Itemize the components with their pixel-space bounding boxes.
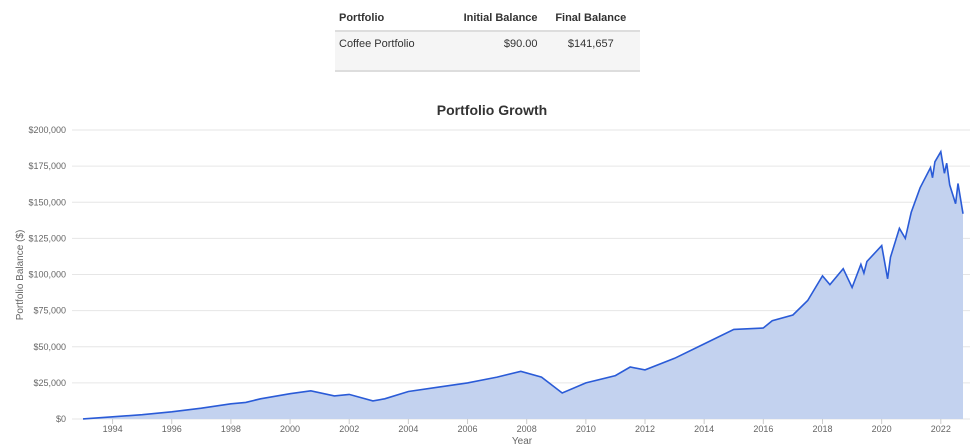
- cell-final-balance: $141,657: [541, 31, 640, 72]
- x-tick-label: 2006: [458, 424, 478, 434]
- x-tick-label: 2002: [339, 424, 359, 434]
- table-row: Coffee Portfolio $90.00 $141,657: [335, 31, 640, 72]
- x-axis-label: Year: [512, 436, 533, 447]
- x-tick-label: 2000: [280, 424, 300, 434]
- cell-portfolio: Coffee Portfolio: [335, 31, 440, 72]
- x-tick-label: 2016: [753, 424, 773, 434]
- x-tick-label: 1994: [103, 424, 123, 434]
- y-tick-label: $100,000: [28, 270, 66, 280]
- x-tick-label: 2008: [517, 424, 537, 434]
- y-tick-label: $200,000: [28, 125, 66, 135]
- y-tick-label: $25,000: [33, 378, 66, 388]
- series-line: [82, 149, 964, 420]
- x-tick-label: 2014: [694, 424, 714, 434]
- series-area: [83, 151, 963, 419]
- header-initial-balance: Initial Balance: [439, 8, 542, 32]
- x-tick-label: 1998: [221, 424, 241, 434]
- table-header-row: Portfolio Initial Balance Final Balance: [335, 8, 640, 32]
- header-portfolio: Portfolio: [335, 8, 440, 32]
- y-tick-label: $50,000: [33, 342, 66, 352]
- x-tick-label: 2018: [812, 424, 832, 434]
- x-tick-label: 2022: [931, 424, 951, 434]
- cell-initial-balance: $90.00: [439, 31, 542, 72]
- header-final-balance: Final Balance: [541, 8, 640, 32]
- x-tick-label: 2004: [398, 424, 418, 434]
- portfolio-summary-table: Portfolio Initial Balance Final Balance …: [335, 8, 640, 72]
- y-tick-label: $150,000: [28, 197, 66, 207]
- y-tick-label: $175,000: [28, 161, 66, 171]
- y-tick-label: $125,000: [28, 233, 66, 243]
- chart-title: Portfolio Growth: [437, 102, 547, 118]
- x-tick-label: 2020: [872, 424, 892, 434]
- y-tick-label: $0: [56, 414, 66, 424]
- x-tick-label: 2010: [576, 424, 596, 434]
- x-tick-label: 2012: [635, 424, 655, 434]
- x-tick-label: 1996: [162, 424, 182, 434]
- y-axis-label: Portfolio Balance ($): [15, 230, 26, 321]
- y-tick-label: $75,000: [33, 306, 66, 316]
